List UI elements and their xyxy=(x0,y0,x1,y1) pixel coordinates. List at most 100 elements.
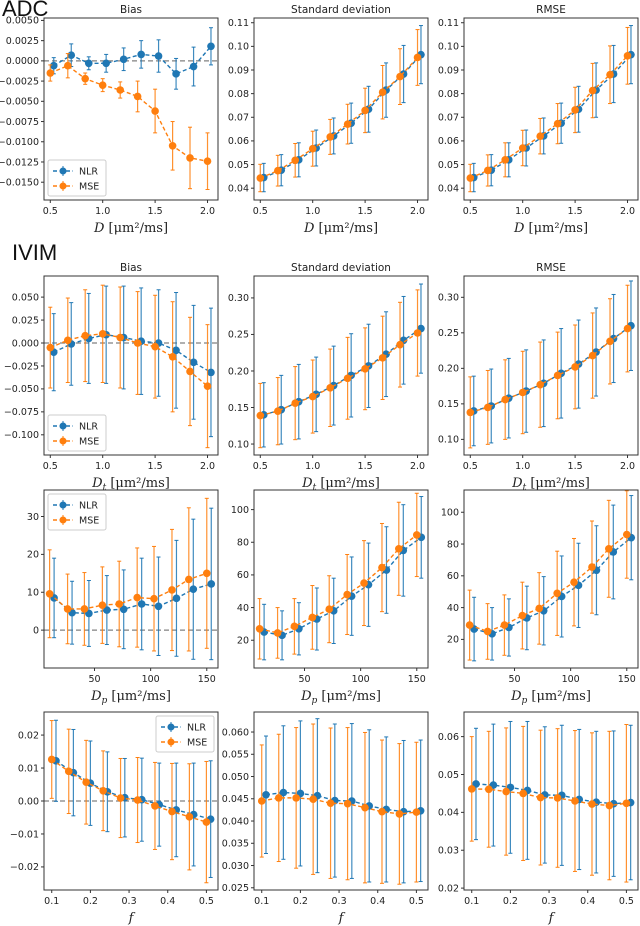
x-tick-label: 0.5 xyxy=(199,896,214,907)
series-line xyxy=(50,64,208,162)
axes-frame xyxy=(253,489,429,669)
data-point xyxy=(361,364,369,373)
x-tick-label: 0.1 xyxy=(464,896,479,907)
y-tick-label: 0.07 xyxy=(438,113,459,124)
legend-label-mse: MSE xyxy=(79,437,99,448)
x-tick-label: 50 xyxy=(88,674,100,685)
series-line xyxy=(470,55,629,179)
data-point xyxy=(45,589,54,598)
x-tick-label: 0.5 xyxy=(409,896,424,907)
y-tick-label: 0.25 xyxy=(438,328,459,339)
data-point xyxy=(536,380,545,389)
y-tick-label: −0.0100 xyxy=(0,137,39,148)
y-tick-label: 0.04 xyxy=(228,183,249,194)
data-point xyxy=(378,354,387,362)
data-point xyxy=(189,62,198,71)
data-point xyxy=(98,330,107,338)
series-line xyxy=(470,327,628,414)
data-point xyxy=(570,578,578,586)
y-tick-label: 0.0025 xyxy=(6,36,39,47)
x-tick-label: 0.1 xyxy=(254,896,269,907)
y-tick-label: 0.06 xyxy=(438,732,459,743)
data-point xyxy=(63,61,72,70)
data-point xyxy=(119,605,128,614)
y-tick-label: 0.02 xyxy=(18,730,39,741)
data-point xyxy=(150,594,158,603)
x-tick-label: 0.2 xyxy=(293,896,308,907)
y-tick-label: 0.25 xyxy=(228,330,249,341)
data-point xyxy=(413,53,422,62)
data-point xyxy=(273,166,282,175)
legend-label-mse: MSE xyxy=(79,516,99,527)
series-line xyxy=(53,583,212,615)
y-tick-label: 100 xyxy=(231,505,249,516)
legend-marker xyxy=(59,501,67,509)
y-tick-label: 0.050 xyxy=(222,772,249,783)
data-point xyxy=(326,799,335,808)
y-tick-label: 0 xyxy=(33,625,39,636)
data-point xyxy=(64,767,73,776)
series-line xyxy=(475,783,631,805)
x-tick-label: 1.0 xyxy=(305,461,320,472)
y-tick-label: 0.11 xyxy=(228,18,249,29)
y-tick-label: 0.025 xyxy=(222,883,249,894)
data-point xyxy=(172,594,181,603)
data-point xyxy=(553,794,562,802)
data-point xyxy=(257,797,266,805)
section-label-adc: ADC xyxy=(2,0,49,21)
legend-label-nlr: NLR xyxy=(79,167,98,178)
data-point xyxy=(46,343,55,352)
x-axis-label: f xyxy=(548,911,556,926)
data-point xyxy=(623,52,632,60)
data-point xyxy=(172,70,180,78)
axes-frame xyxy=(463,275,639,456)
series-line xyxy=(473,325,632,412)
y-tick-label: −0.050 xyxy=(4,384,39,395)
panel-ivim-f-rmse: 0.1 0.2 0.3 0.4 0.5 0.02 0.03 0.04 0.05 0.06 f xyxy=(438,711,639,926)
data-point xyxy=(378,807,386,816)
data-point xyxy=(186,154,194,162)
legend: NLR MSE xyxy=(47,493,107,531)
data-point xyxy=(102,59,110,68)
x-tick-label: 1.5 xyxy=(148,206,163,217)
legend-marker xyxy=(167,723,175,731)
data-point xyxy=(189,358,198,367)
y-tick-label: 0.000 xyxy=(12,338,39,349)
data-point xyxy=(202,569,211,578)
data-point xyxy=(168,586,176,594)
y-tick-label: 0.07 xyxy=(228,113,249,124)
panel-title: RMSE xyxy=(536,262,566,274)
data-point xyxy=(343,799,352,808)
y-tick-label: −0.0050 xyxy=(0,97,39,108)
axes-frame xyxy=(463,711,639,891)
panel-ivim-dt-rmse: RMSE 0.5 1.0 1.5 2.0 0.10 0.15 0.20 0.25 0.30 Dt [… xyxy=(438,262,639,493)
series-nlr xyxy=(472,720,635,881)
axes-frame xyxy=(43,489,219,669)
y-tick-label: 80 xyxy=(447,539,459,550)
data-point xyxy=(412,531,421,539)
series-line xyxy=(53,334,212,373)
data-point xyxy=(98,81,107,89)
x-tick-label: 50 xyxy=(508,674,520,685)
data-point xyxy=(571,797,579,805)
data-point xyxy=(84,59,93,68)
x-tick-label: 0.3 xyxy=(542,896,557,907)
y-tick-label: 0.05 xyxy=(438,160,459,171)
x-tick-label: 1.5 xyxy=(568,461,583,472)
series-line xyxy=(473,54,632,179)
y-tick-label: 0.035 xyxy=(222,839,249,850)
data-point xyxy=(151,342,159,351)
series-line xyxy=(260,57,419,179)
x-tick-label: 1.5 xyxy=(358,461,373,472)
data-point xyxy=(361,106,369,115)
y-tick-label: −0.025 xyxy=(4,361,39,372)
panel-ivim-f-std: 0.1 0.2 0.3 0.4 0.5 0.025 0.030 0.035 0.040 0.045… xyxy=(222,711,429,926)
legend-marker xyxy=(59,437,67,445)
x-tick-label: 0.4 xyxy=(370,896,385,907)
y-tick-label: 0.04 xyxy=(438,183,459,194)
series-mse xyxy=(466,284,632,449)
data-point xyxy=(308,144,317,153)
data-point xyxy=(116,794,125,802)
y-tick-label: 0.10 xyxy=(438,435,459,446)
x-axis-label: Dp [μm²/ms] xyxy=(510,689,591,706)
